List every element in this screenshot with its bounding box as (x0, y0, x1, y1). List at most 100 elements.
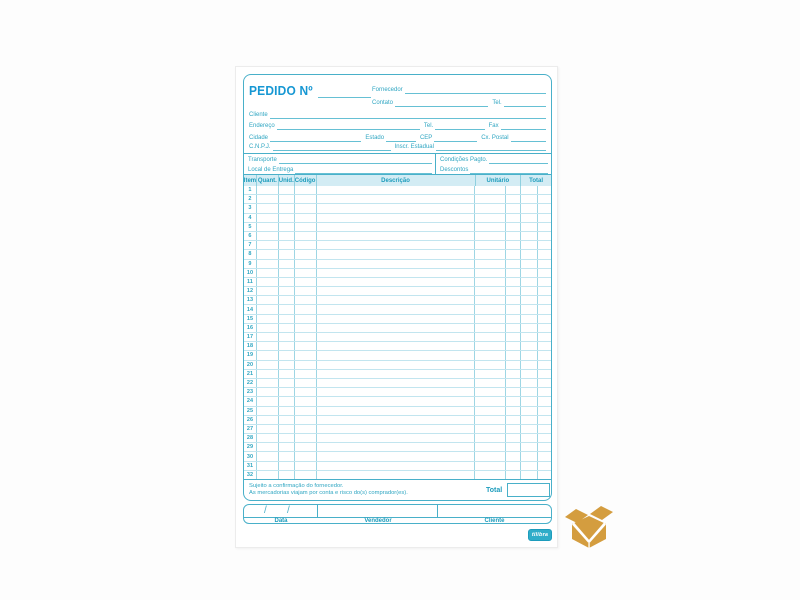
table-row: 7 (244, 241, 551, 251)
table-row: 8 (244, 250, 551, 260)
row-blank-cell (295, 333, 317, 342)
endereco-line (276, 128, 420, 130)
table-row: 4 (244, 213, 551, 223)
condicoes-pagto-line (489, 162, 548, 164)
data-label: Data (274, 518, 288, 524)
row-number-cell: 14 (244, 305, 257, 314)
row-blank-cell (257, 342, 279, 351)
row-blank-cell (317, 406, 476, 415)
fornecedor-line (404, 92, 546, 94)
field-row-cidade: Cidade Estado CEP Cx. Postal (249, 133, 546, 142)
cx-postal-line (510, 140, 546, 142)
row-blank-cell (279, 388, 295, 397)
row-blank-cell (538, 452, 551, 460)
row-blank-cell (295, 186, 317, 195)
row-number-cell: 24 (244, 397, 257, 406)
row-blank-cell (295, 213, 317, 222)
row-blank-cell (538, 388, 551, 396)
row-blank-cell (295, 461, 317, 470)
row-blank-cell (257, 415, 279, 424)
cnpj-label: C.N.P.J. (249, 144, 271, 150)
row-blank-cell (538, 296, 551, 304)
items-table-header: Item Quant. Unid. Código Descrição Unitá… (244, 174, 551, 186)
row-blank-cell (538, 333, 551, 341)
row-blank-cell (257, 470, 279, 479)
row-blank-cell (475, 461, 507, 470)
row-blank-cell (521, 397, 539, 406)
row-blank-cell (475, 369, 507, 378)
table-row: 19 (244, 351, 551, 361)
row-blank-cell (475, 195, 507, 204)
row-blank-cell (506, 360, 522, 369)
row-blank-cell (317, 434, 476, 443)
row-blank-cell (279, 406, 295, 415)
row-blank-cell (506, 388, 522, 397)
row-number-cell: 28 (244, 434, 257, 443)
row-blank-cell (475, 323, 507, 332)
table-row: 28 (244, 434, 551, 444)
row-blank-cell (521, 259, 539, 268)
row-blank-cell (295, 424, 317, 434)
row-blank-cell (506, 222, 522, 231)
shipping-section: Transporte Local de Entrega Condições Pa… (244, 153, 551, 174)
row-number-cell: 2 (244, 195, 257, 204)
row-blank-cell (279, 424, 295, 434)
field-row-endereco: Endereço Tel. Fax (249, 121, 547, 130)
table-row: 5 (244, 222, 551, 232)
row-blank-cell (521, 287, 539, 296)
row-blank-cell (257, 213, 279, 222)
row-blank-cell (475, 222, 507, 231)
row-number-cell: 32 (244, 470, 257, 479)
items-table-body: 1 2 3 4 5 6 7 8 9 10 11 12 13 14 15 16 17 18 19 20 21 22 23 24 2… (244, 186, 551, 479)
cidade-line (270, 140, 362, 142)
row-number-cell: 29 (244, 443, 257, 452)
table-row: 18 (244, 342, 551, 352)
row-blank-cell (257, 186, 279, 195)
row-blank-cell (506, 342, 522, 351)
row-blank-cell (257, 378, 279, 388)
row-blank-cell (295, 296, 317, 305)
row-blank-cell (506, 296, 522, 305)
row-blank-cell (475, 406, 507, 415)
row-blank-cell (506, 406, 522, 415)
row-blank-cell (257, 296, 279, 305)
row-blank-cell (257, 369, 279, 378)
row-blank-cell (279, 305, 295, 314)
row-blank-cell (521, 388, 539, 397)
row-blank-cell (317, 351, 476, 360)
row-blank-cell (538, 250, 551, 258)
row-blank-cell (295, 360, 317, 369)
table-row: 32 (244, 470, 551, 479)
row-blank-cell (279, 314, 295, 323)
row-blank-cell (317, 204, 476, 213)
row-blank-cell (257, 222, 279, 231)
row-blank-cell (257, 434, 279, 443)
row-blank-cell (506, 287, 522, 296)
row-blank-cell (257, 360, 279, 369)
date-separator-1: / (264, 505, 267, 516)
row-blank-cell (279, 213, 295, 222)
table-row: 30 (244, 452, 551, 462)
row-blank-cell (521, 222, 539, 231)
row-blank-cell (317, 186, 476, 195)
table-row: 22 (244, 378, 551, 389)
row-blank-cell (521, 443, 539, 452)
row-blank-cell (257, 461, 279, 470)
row-blank-cell (257, 351, 279, 360)
row-blank-cell (521, 241, 539, 250)
row-blank-cell (506, 305, 522, 314)
row-blank-cell (279, 351, 295, 360)
row-blank-cell (521, 434, 539, 443)
row-number-cell: 31 (244, 461, 257, 470)
row-blank-cell (538, 269, 551, 277)
row-number-cell: 27 (244, 424, 257, 434)
row-blank-cell (317, 360, 476, 369)
field-row-local-entrega: Local de Entrega (248, 165, 432, 174)
row-blank-cell (506, 186, 522, 195)
row-blank-cell (279, 342, 295, 351)
row-number-cell: 3 (244, 204, 257, 213)
field-row-cnpj: C.N.P.J. Inscr. Estadual (249, 142, 546, 151)
open-box-icon (565, 506, 613, 548)
row-blank-cell (475, 360, 507, 369)
row-blank-cell (295, 323, 317, 332)
